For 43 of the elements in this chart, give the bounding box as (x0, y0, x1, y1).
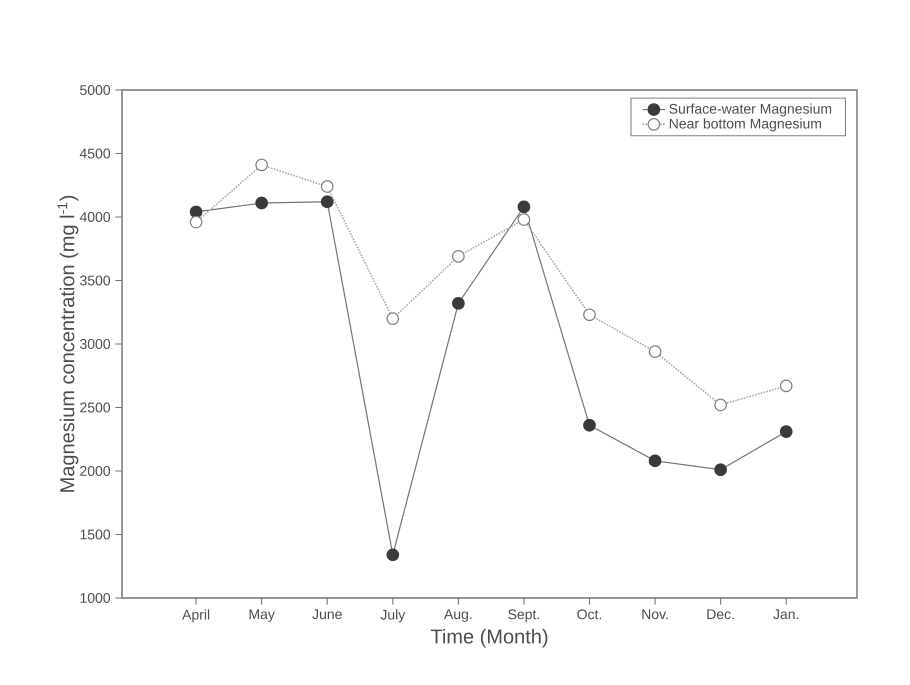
point (255, 196, 268, 210)
point (190, 206, 202, 218)
point (714, 463, 727, 476)
point (780, 380, 793, 392)
y-tick-label: 3500 (80, 276, 110, 286)
x-tick-label: May (250, 609, 275, 622)
point (452, 250, 465, 263)
x-tick-label: July (380, 609, 406, 622)
point (320, 195, 334, 208)
y-tick-label: 3000 (80, 339, 110, 349)
point (518, 200, 530, 214)
point (583, 308, 596, 322)
point (386, 312, 400, 325)
point (320, 180, 334, 193)
point (190, 216, 202, 228)
point (386, 548, 400, 562)
x-tick-label: Aug. (444, 609, 472, 622)
legend-label: Near bottom Magnesium (670, 118, 822, 132)
x-axis-title: Time (Month) (430, 628, 548, 648)
point (452, 297, 465, 310)
point (714, 398, 727, 412)
x-tick-label: Jan. (773, 609, 798, 620)
y-axis-title: Magnesium concentration (mg l$^{-1}$) (58, 196, 78, 492)
y-tick-label: 4000 (80, 212, 110, 222)
x-tick-label: Nov. (642, 609, 668, 620)
y-tick-label: 4500 (80, 148, 110, 158)
y-tick-label: 1000 (80, 593, 110, 603)
y-tick-label: 1500 (80, 530, 110, 540)
point (518, 213, 530, 226)
point (648, 454, 662, 468)
x-tick-label: Dec. (707, 609, 734, 620)
legend-label: Surface-water Magnesium (669, 103, 832, 117)
point (780, 425, 793, 438)
y-tick-label: 5000 (80, 85, 110, 95)
point (648, 345, 662, 358)
x-tick-label: June (312, 609, 342, 620)
x-tick-label: April (182, 609, 210, 622)
point (583, 418, 596, 432)
point (255, 158, 268, 172)
x-tick-label: Sept. (508, 609, 539, 622)
y-tick-label: 2500 (80, 402, 110, 412)
y-tick-label: 2000 (80, 466, 110, 476)
x-tick-label: Oct. (577, 609, 602, 620)
